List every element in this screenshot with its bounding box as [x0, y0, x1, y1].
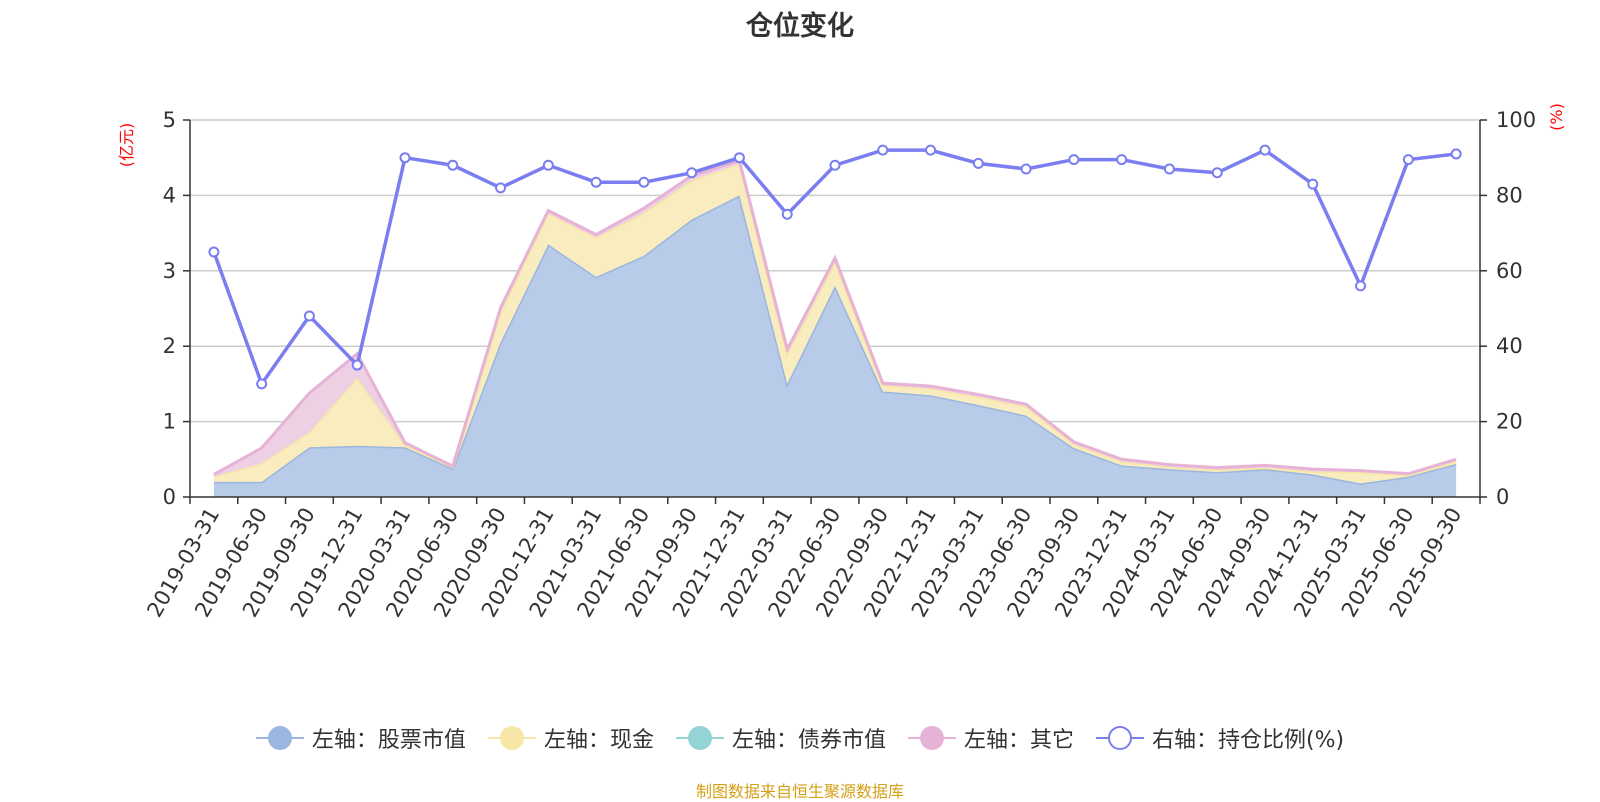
ratio-point: [1450, 148, 1462, 160]
ratio-point: [925, 144, 937, 156]
chart-legend: 左轴：股票市值 左轴：现金 左轴：债券市值 左轴：其它 右轴：持仓比例(%): [0, 722, 1600, 754]
ratio-point: [1020, 163, 1032, 175]
legend-item[interactable]: 左轴：债券市值: [675, 722, 886, 754]
legend-item[interactable]: 右轴：持仓比例(%): [1095, 722, 1345, 754]
legend-swatch: [487, 725, 536, 751]
legend-swatch: [255, 725, 304, 751]
legend-label: 左轴：现金: [543, 728, 654, 753]
right-axis-unit: (%): [1547, 103, 1566, 131]
position-chart: 0123450204060801002019-03-312019-06-3020…: [117, 103, 1566, 621]
right-tick-label: 40: [1496, 334, 1523, 358]
legend-swatch: [907, 725, 956, 751]
legend-label: 左轴：债券市值: [731, 728, 886, 753]
ratio-point: [495, 182, 507, 194]
ratio-point: [733, 152, 745, 164]
ratio-point: [1116, 154, 1128, 166]
ratio-point: [1068, 154, 1080, 166]
ratio-point: [399, 152, 411, 164]
ratio-point: [303, 310, 315, 322]
ratio-point: [351, 359, 363, 371]
left-tick-label: 2: [163, 334, 176, 358]
ratio-point: [972, 157, 984, 169]
right-tick-label: 0: [1496, 485, 1509, 509]
ratio-line: [208, 144, 1462, 390]
left-tick-label: 4: [163, 183, 176, 207]
ratio-point: [542, 159, 554, 171]
ratio-point: [1402, 154, 1414, 166]
ratio-point: [1259, 144, 1271, 156]
ratio-point: [1163, 163, 1175, 175]
ratio-point: [447, 159, 459, 171]
ratio-point: [686, 167, 698, 179]
area-edge-左轴：其它: [213, 158, 1457, 476]
legend-item[interactable]: 左轴：股票市值: [255, 722, 466, 754]
data-source-note: 制图数据来自恒生聚源数据库: [695, 782, 904, 801]
left-tick-label: 5: [163, 108, 176, 132]
ratio-point: [1355, 280, 1367, 292]
legend-swatch: [675, 725, 724, 751]
ratio-point: [829, 159, 841, 171]
left-tick-label: 1: [163, 410, 176, 434]
right-tick-label: 60: [1496, 259, 1523, 283]
right-tick-label: 80: [1496, 183, 1523, 207]
legend-label: 左轴：股票市值: [311, 728, 466, 753]
legend-label: 右轴：持仓比例(%): [1151, 728, 1345, 753]
chart-title: 仓位变化: [746, 11, 854, 42]
legend-swatch: [1095, 725, 1144, 751]
ratio-point: [781, 208, 793, 220]
legend-item[interactable]: 左轴：现金: [487, 722, 654, 754]
right-tick-label: 20: [1496, 410, 1523, 434]
ratio-point: [590, 176, 602, 188]
ratio-point: [877, 144, 889, 156]
stacked-areas: [213, 158, 1457, 497]
left-axis-unit: (亿元): [117, 123, 136, 168]
legend-item[interactable]: 左轴：其它: [907, 722, 1074, 754]
legend-label: 左轴：其它: [963, 728, 1074, 753]
ratio-point: [256, 378, 268, 390]
ratio-point: [208, 246, 220, 258]
area-左轴：股票市值: [213, 195, 1457, 497]
ratio-point: [638, 176, 650, 188]
right-tick-label: 100: [1496, 108, 1536, 132]
ratio-point: [1211, 167, 1223, 179]
left-tick-label: 0: [163, 485, 176, 509]
left-tick-label: 3: [163, 259, 176, 283]
ratio-point: [1307, 178, 1319, 190]
